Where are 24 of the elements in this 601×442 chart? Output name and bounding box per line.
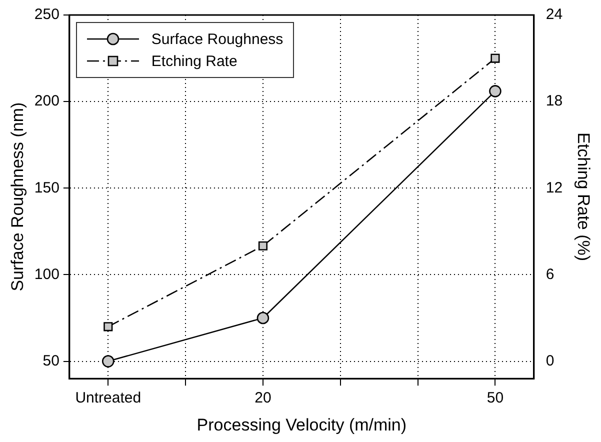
y-tick-label: 250: [34, 6, 60, 24]
y-axis-title: Surface Roughness (nm): [8, 102, 27, 292]
point: [256, 312, 270, 324]
legend-label: Etching Rate: [151, 52, 238, 70]
point: [489, 85, 502, 98]
legend-label: Surface Roughness: [151, 30, 284, 48]
point: [258, 241, 268, 250]
y-tick-label: 200: [34, 92, 60, 110]
y2-tick-label: 18: [546, 92, 563, 110]
x-tick-label: Untreated: [75, 390, 142, 407]
y2-tick-label: 6: [546, 266, 554, 283]
y2-axis-title: Etching Rate (%): [574, 132, 594, 262]
x-tick-label: 20: [254, 390, 272, 407]
point: [490, 54, 500, 63]
x-axis-title: Processing Velocity (m/min): [196, 415, 407, 434]
point: [104, 322, 113, 332]
point: [102, 355, 114, 368]
y-tick-label: 50: [42, 352, 60, 370]
y-tick-label: 150: [34, 179, 60, 196]
x-tick-label: 50: [486, 390, 504, 407]
y2-tick-label: 12: [546, 179, 563, 196]
y2-tick-label: 0: [546, 352, 554, 370]
y-tick-label: 100: [34, 266, 60, 283]
y2-tick-label: 24: [546, 6, 563, 24]
